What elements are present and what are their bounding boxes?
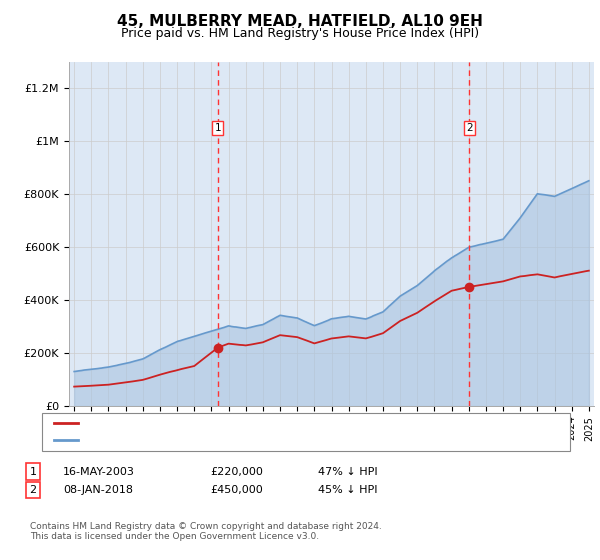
- Text: This data is licensed under the Open Government Licence v3.0.: This data is licensed under the Open Gov…: [30, 532, 319, 541]
- Text: 16-MAY-2003: 16-MAY-2003: [63, 466, 135, 477]
- Text: 1: 1: [29, 466, 37, 477]
- Text: Price paid vs. HM Land Registry's House Price Index (HPI): Price paid vs. HM Land Registry's House …: [121, 27, 479, 40]
- Text: Contains HM Land Registry data © Crown copyright and database right 2024.: Contains HM Land Registry data © Crown c…: [30, 522, 382, 531]
- Text: 2: 2: [29, 485, 37, 495]
- Text: HPI: Average price, detached house, Welwyn Hatfield: HPI: Average price, detached house, Welw…: [84, 435, 381, 445]
- Text: 2: 2: [466, 123, 473, 133]
- Text: 45, MULBERRY MEAD, HATFIELD, AL10 9EH (detached house): 45, MULBERRY MEAD, HATFIELD, AL10 9EH (d…: [84, 418, 425, 428]
- Text: 1: 1: [214, 123, 221, 133]
- Text: 47% ↓ HPI: 47% ↓ HPI: [318, 466, 377, 477]
- Text: £220,000: £220,000: [210, 466, 263, 477]
- Text: 45% ↓ HPI: 45% ↓ HPI: [318, 485, 377, 495]
- Text: 45, MULBERRY MEAD, HATFIELD, AL10 9EH: 45, MULBERRY MEAD, HATFIELD, AL10 9EH: [117, 14, 483, 29]
- Text: 08-JAN-2018: 08-JAN-2018: [63, 485, 133, 495]
- Text: £450,000: £450,000: [210, 485, 263, 495]
